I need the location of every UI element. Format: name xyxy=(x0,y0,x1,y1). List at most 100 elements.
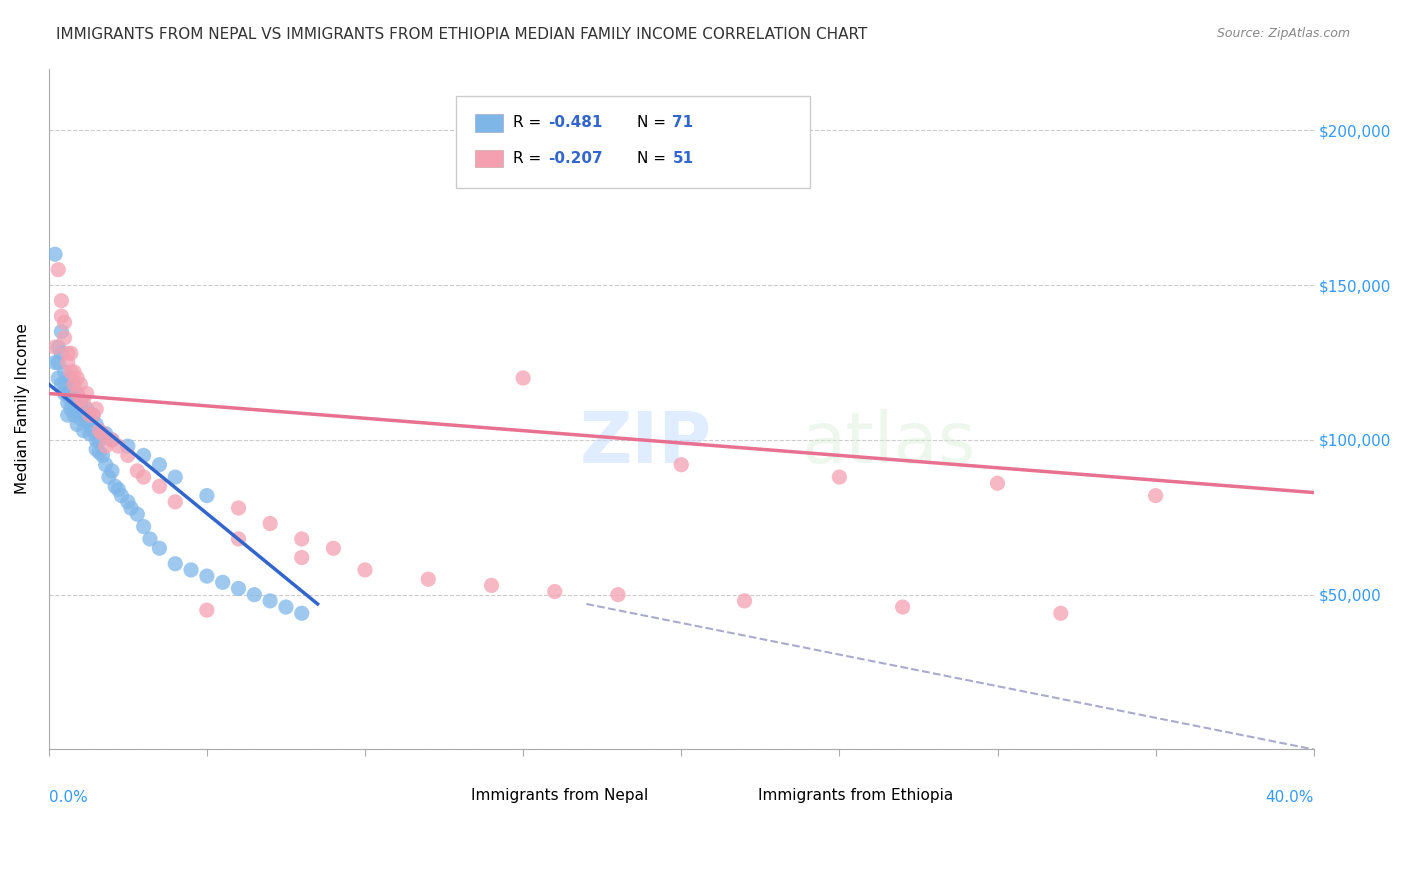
Text: 71: 71 xyxy=(672,115,693,130)
Point xyxy=(69,411,91,425)
Point xyxy=(165,557,187,571)
Point xyxy=(79,408,101,422)
Point xyxy=(46,262,69,277)
Point xyxy=(1144,489,1167,503)
Point xyxy=(51,346,73,360)
Point xyxy=(117,495,139,509)
Point xyxy=(148,479,170,493)
Point xyxy=(891,600,914,615)
Point xyxy=(51,293,73,308)
FancyBboxPatch shape xyxy=(475,114,503,132)
Point xyxy=(97,470,120,484)
Text: R =: R = xyxy=(513,151,546,166)
Y-axis label: Median Family Income: Median Family Income xyxy=(15,324,30,494)
Point xyxy=(79,426,101,441)
Point xyxy=(66,386,89,401)
Point xyxy=(259,516,281,531)
Point xyxy=(69,392,91,407)
Text: atlas: atlas xyxy=(801,409,976,477)
Point xyxy=(544,584,567,599)
Point xyxy=(132,470,155,484)
Point xyxy=(94,439,117,453)
Text: 51: 51 xyxy=(672,151,693,166)
Point xyxy=(101,433,124,447)
Point xyxy=(165,470,187,484)
Point xyxy=(228,501,250,516)
Text: IMMIGRANTS FROM NEPAL VS IMMIGRANTS FROM ETHIOPIA MEDIAN FAMILY INCOME CORRELATI: IMMIGRANTS FROM NEPAL VS IMMIGRANTS FROM… xyxy=(56,27,868,42)
Point xyxy=(89,424,111,438)
Point xyxy=(180,563,202,577)
Point xyxy=(69,396,91,410)
Point xyxy=(66,399,89,413)
Point xyxy=(101,464,124,478)
Point xyxy=(82,408,104,422)
FancyBboxPatch shape xyxy=(456,95,810,187)
Point xyxy=(274,600,297,615)
Point xyxy=(59,346,82,360)
Point xyxy=(291,532,314,546)
Text: N =: N = xyxy=(637,151,671,166)
Point xyxy=(63,377,86,392)
Point xyxy=(46,355,69,369)
Point xyxy=(84,442,107,457)
Point xyxy=(56,396,79,410)
Point xyxy=(72,405,94,419)
Point xyxy=(89,433,111,447)
Point xyxy=(51,309,73,323)
Point xyxy=(56,408,79,422)
Text: Source: ZipAtlas.com: Source: ZipAtlas.com xyxy=(1216,27,1350,40)
Point xyxy=(671,458,693,472)
Point xyxy=(76,401,98,416)
Point xyxy=(148,458,170,472)
Point xyxy=(84,401,107,416)
Point xyxy=(84,417,107,432)
Point xyxy=(195,603,218,617)
Point xyxy=(53,377,76,392)
Point xyxy=(354,563,377,577)
Point xyxy=(734,594,756,608)
Point xyxy=(51,325,73,339)
FancyBboxPatch shape xyxy=(475,150,503,168)
Point xyxy=(101,433,124,447)
Text: Immigrants from Ethiopia: Immigrants from Ethiopia xyxy=(758,788,953,803)
Point xyxy=(56,355,79,369)
Point xyxy=(148,541,170,556)
Point xyxy=(132,519,155,533)
Point xyxy=(91,449,114,463)
Point xyxy=(66,401,89,416)
FancyBboxPatch shape xyxy=(439,789,464,803)
Point xyxy=(53,386,76,401)
Text: Immigrants from Nepal: Immigrants from Nepal xyxy=(471,788,648,803)
Point xyxy=(59,371,82,385)
Point xyxy=(211,575,233,590)
Point xyxy=(195,489,218,503)
Point xyxy=(127,507,149,521)
Point xyxy=(53,331,76,345)
Point xyxy=(322,541,344,556)
Point xyxy=(82,424,104,438)
Point xyxy=(607,588,630,602)
Point xyxy=(104,479,127,493)
Point xyxy=(72,424,94,438)
Point xyxy=(53,315,76,329)
FancyBboxPatch shape xyxy=(725,789,751,803)
Text: ZIP: ZIP xyxy=(581,409,713,477)
Point xyxy=(69,377,91,392)
Point xyxy=(195,569,218,583)
Point xyxy=(84,433,107,447)
Point xyxy=(228,582,250,596)
Point xyxy=(66,386,89,401)
Point xyxy=(1049,606,1071,620)
Point xyxy=(51,377,73,392)
Point xyxy=(59,401,82,416)
Point xyxy=(107,439,129,453)
Point xyxy=(418,572,440,586)
Point xyxy=(79,411,101,425)
Point xyxy=(481,578,503,592)
Point xyxy=(44,247,66,261)
Point xyxy=(243,588,266,602)
Point xyxy=(66,371,89,385)
Point xyxy=(44,340,66,354)
Point xyxy=(139,532,162,546)
Point xyxy=(110,489,132,503)
